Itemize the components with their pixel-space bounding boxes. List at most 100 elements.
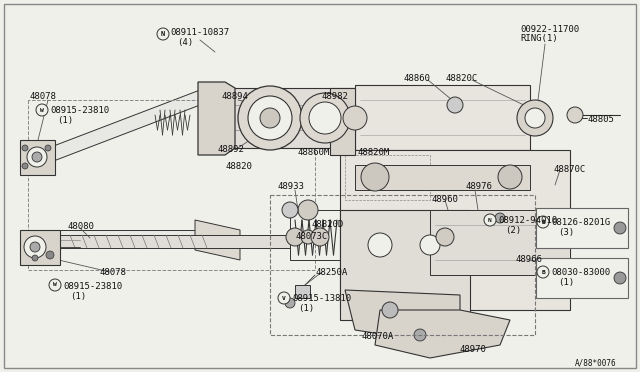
Ellipse shape xyxy=(278,292,290,304)
Text: 48820D: 48820D xyxy=(312,220,344,229)
Bar xyxy=(536,258,628,298)
Text: 08915-13810: 08915-13810 xyxy=(292,294,351,303)
Ellipse shape xyxy=(286,228,304,246)
Text: 48970: 48970 xyxy=(460,345,487,354)
Ellipse shape xyxy=(495,213,505,223)
Text: W: W xyxy=(40,108,44,112)
Polygon shape xyxy=(20,140,55,175)
Text: 48933: 48933 xyxy=(278,182,305,191)
Text: 48860: 48860 xyxy=(404,74,431,83)
Ellipse shape xyxy=(361,163,389,191)
Ellipse shape xyxy=(22,163,28,169)
Text: 48073C: 48073C xyxy=(295,232,327,241)
Text: (1): (1) xyxy=(298,304,314,313)
Text: 48078: 48078 xyxy=(30,92,57,101)
Ellipse shape xyxy=(368,233,392,257)
Ellipse shape xyxy=(298,200,318,220)
Text: N: N xyxy=(488,218,492,222)
Text: 48892: 48892 xyxy=(218,145,245,154)
Text: W: W xyxy=(53,282,57,288)
Ellipse shape xyxy=(285,298,295,308)
Ellipse shape xyxy=(420,235,440,255)
Text: 48820: 48820 xyxy=(226,162,253,171)
Polygon shape xyxy=(295,285,310,298)
Ellipse shape xyxy=(49,279,61,291)
Text: 48976: 48976 xyxy=(465,182,492,191)
Polygon shape xyxy=(345,290,460,340)
Polygon shape xyxy=(200,90,480,105)
Ellipse shape xyxy=(238,86,302,150)
Text: 48860M: 48860M xyxy=(298,148,330,157)
Text: N: N xyxy=(161,31,165,37)
Text: B: B xyxy=(541,219,545,224)
Ellipse shape xyxy=(498,165,522,189)
Text: 08915-23810: 08915-23810 xyxy=(50,106,109,115)
Polygon shape xyxy=(198,82,235,155)
Text: 48820M: 48820M xyxy=(358,148,390,157)
Text: 08912-94010: 08912-94010 xyxy=(498,216,557,225)
Ellipse shape xyxy=(311,228,329,246)
Ellipse shape xyxy=(248,96,292,140)
Polygon shape xyxy=(30,230,195,245)
Text: RING(1): RING(1) xyxy=(520,34,557,43)
Text: 08030-83000: 08030-83000 xyxy=(551,268,610,277)
Ellipse shape xyxy=(484,214,496,226)
Ellipse shape xyxy=(32,255,38,261)
Ellipse shape xyxy=(30,242,40,252)
Ellipse shape xyxy=(300,93,350,143)
Text: 08911-10837: 08911-10837 xyxy=(170,28,229,37)
Polygon shape xyxy=(195,220,240,260)
Polygon shape xyxy=(30,90,200,170)
Ellipse shape xyxy=(260,108,280,128)
Text: B: B xyxy=(541,269,545,275)
Ellipse shape xyxy=(343,106,367,130)
Ellipse shape xyxy=(22,145,28,151)
Polygon shape xyxy=(20,230,60,265)
Polygon shape xyxy=(355,95,420,140)
Polygon shape xyxy=(355,165,530,190)
Ellipse shape xyxy=(45,145,51,151)
Polygon shape xyxy=(200,88,355,148)
Text: (1): (1) xyxy=(558,278,574,287)
Ellipse shape xyxy=(382,302,398,318)
Text: 48250A: 48250A xyxy=(315,268,348,277)
Text: 48966: 48966 xyxy=(515,255,542,264)
Text: (2): (2) xyxy=(505,226,521,235)
Ellipse shape xyxy=(537,266,549,278)
Polygon shape xyxy=(430,210,570,275)
Ellipse shape xyxy=(567,107,583,123)
Text: 48894: 48894 xyxy=(222,92,249,101)
Ellipse shape xyxy=(525,108,545,128)
Ellipse shape xyxy=(282,202,298,218)
Text: (4): (4) xyxy=(177,38,193,47)
Ellipse shape xyxy=(309,102,341,134)
Text: (3): (3) xyxy=(558,228,574,237)
Text: 08126-8201G: 08126-8201G xyxy=(551,218,610,227)
Text: A/88*0076: A/88*0076 xyxy=(575,358,616,367)
Text: 48982: 48982 xyxy=(322,92,349,101)
Ellipse shape xyxy=(32,152,42,162)
Text: 00922-11700: 00922-11700 xyxy=(520,25,579,34)
Ellipse shape xyxy=(550,227,570,247)
Ellipse shape xyxy=(614,272,626,284)
Polygon shape xyxy=(330,88,355,155)
Text: (1): (1) xyxy=(57,116,73,125)
Text: 08915-23810: 08915-23810 xyxy=(63,282,122,291)
Ellipse shape xyxy=(436,228,454,246)
Ellipse shape xyxy=(614,222,626,234)
Text: (1): (1) xyxy=(70,292,86,301)
Ellipse shape xyxy=(24,236,46,258)
Ellipse shape xyxy=(414,329,426,341)
Ellipse shape xyxy=(27,147,47,167)
Ellipse shape xyxy=(46,251,54,259)
Ellipse shape xyxy=(301,230,315,244)
Polygon shape xyxy=(375,310,510,358)
Ellipse shape xyxy=(517,100,553,136)
Ellipse shape xyxy=(36,104,48,116)
Polygon shape xyxy=(340,150,570,310)
Text: 48080: 48080 xyxy=(68,222,95,231)
Text: 48870C: 48870C xyxy=(553,165,585,174)
Text: 48960: 48960 xyxy=(432,195,459,204)
Text: 48820C: 48820C xyxy=(445,74,477,83)
Polygon shape xyxy=(340,210,470,320)
